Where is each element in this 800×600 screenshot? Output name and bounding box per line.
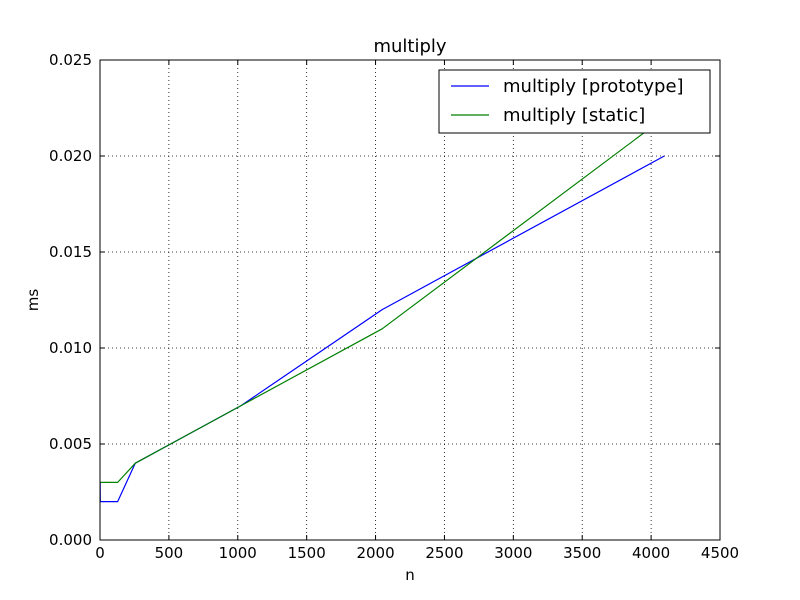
y-tick-label: 0.000 — [49, 531, 92, 549]
y-tick-label: 0.015 — [49, 243, 92, 261]
x-tick-label: 1000 — [219, 544, 257, 562]
x-tick-label: 3000 — [494, 544, 532, 562]
x-tick-label: 2500 — [425, 544, 463, 562]
y-tick-label: 0.025 — [49, 51, 92, 69]
x-tick-label: 4500 — [701, 544, 739, 562]
x-tick-label: 0 — [95, 544, 105, 562]
y-tick-label: 0.020 — [49, 147, 92, 165]
grid-layer — [100, 60, 720, 540]
x-axis-label: n — [405, 566, 415, 584]
series-line-static — [100, 117, 665, 483]
series-layer — [100, 117, 665, 503]
x-tick-label: 1500 — [288, 544, 326, 562]
y-tick-label: 0.010 — [49, 339, 92, 357]
legend-label-static: multiply [static] — [503, 105, 645, 126]
x-tick-label: 2000 — [356, 544, 394, 562]
x-tick-label: 4000 — [632, 544, 670, 562]
y-axis-label: ms — [24, 289, 42, 312]
y-tick-label: 0.005 — [49, 435, 92, 453]
legend-box — [438, 69, 711, 134]
x-tick-label: 500 — [155, 544, 184, 562]
legend: multiply [prototype] multiply [static] — [438, 69, 711, 134]
x-tick-label: 3500 — [563, 544, 601, 562]
chart-title: multiply — [373, 36, 446, 57]
tick-layer: 0 500 1000 1500 2000 2500 3000 3500 4000 4500 0.00… — [49, 51, 739, 562]
plot-frame — [99, 59, 721, 541]
legend-label-prototype: multiply [prototype] — [503, 76, 684, 97]
